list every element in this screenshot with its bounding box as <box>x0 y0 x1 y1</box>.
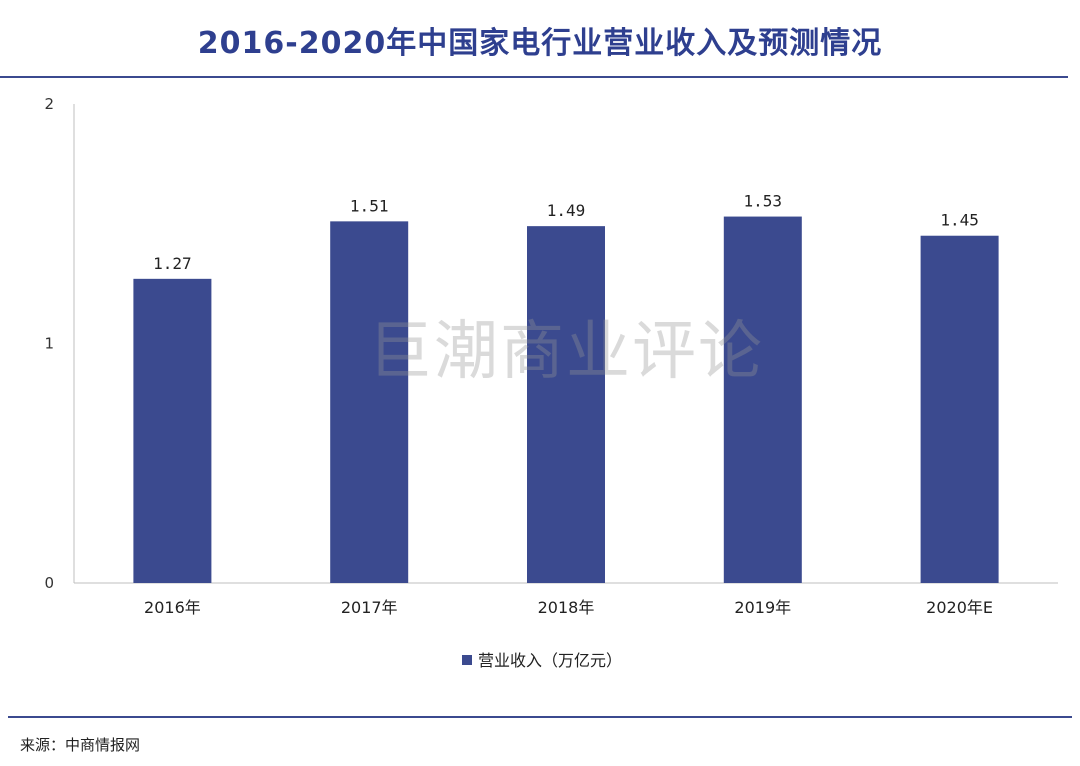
x-tick-label: 2017年 <box>341 598 398 617</box>
data-label: 1.53 <box>744 192 783 211</box>
y-tick-label: 0 <box>44 574 54 592</box>
bar-chart: 0 1 2 1.27 2016年 1.51 2017年 1.49 2018年 1.53 2019年 1… <box>44 95 1058 670</box>
data-label: 1.45 <box>940 211 979 230</box>
title-divider <box>0 76 1068 78</box>
footer-divider <box>8 716 1072 718</box>
x-tick-label: 2020年E <box>926 598 993 617</box>
legend-swatch <box>462 655 472 665</box>
bar <box>330 221 409 584</box>
bar <box>133 278 212 583</box>
data-label: 1.27 <box>153 254 192 273</box>
chart-title: 2016-2020年中国家电行业营业收入及预测情况 <box>197 26 883 61</box>
y-tick-label: 2 <box>44 95 54 113</box>
legend-label: 营业收入（万亿元） <box>478 651 622 670</box>
data-label: 1.49 <box>547 201 586 220</box>
x-tick-label: 2016年 <box>144 598 201 617</box>
x-tick-label: 2019年 <box>734 598 791 617</box>
y-tick-label: 1 <box>44 335 54 353</box>
bar <box>723 216 802 583</box>
bar <box>527 226 605 583</box>
x-tick-label: 2018年 <box>538 598 595 617</box>
data-label: 1.51 <box>350 196 389 215</box>
source-note: 来源：中商情报网 <box>20 736 141 754</box>
bar <box>920 235 999 583</box>
